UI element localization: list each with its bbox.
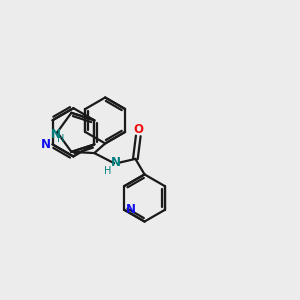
Text: N: N <box>126 203 136 216</box>
Text: O: O <box>133 123 143 136</box>
Text: N: N <box>41 138 51 151</box>
Text: H: H <box>57 134 64 144</box>
Text: H: H <box>104 167 111 176</box>
Text: N: N <box>51 128 61 141</box>
Text: N: N <box>111 155 121 169</box>
